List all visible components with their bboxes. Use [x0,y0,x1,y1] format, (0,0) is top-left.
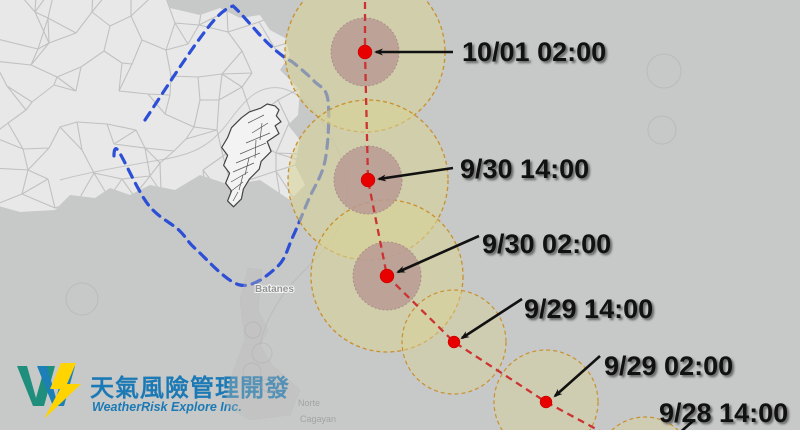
svg-text:10/01 02:00: 10/01 02:00 [462,37,606,67]
svg-text:9/29 02:00: 9/29 02:00 [604,351,733,381]
svg-text:Norte: Norte [298,398,320,408]
svg-text:9/29 14:00: 9/29 14:00 [524,294,653,324]
svg-text:Batanes: Batanes [255,284,294,295]
svg-text:9/30 02:00: 9/30 02:00 [482,229,611,259]
svg-text:WeatherRisk Explore Inc.: WeatherRisk Explore Inc. [92,400,242,414]
svg-text:9/28 14:00: 9/28 14:00 [659,398,788,428]
svg-text:9/30 14:00: 9/30 14:00 [460,154,589,184]
svg-text:Cagayan: Cagayan [300,414,336,424]
